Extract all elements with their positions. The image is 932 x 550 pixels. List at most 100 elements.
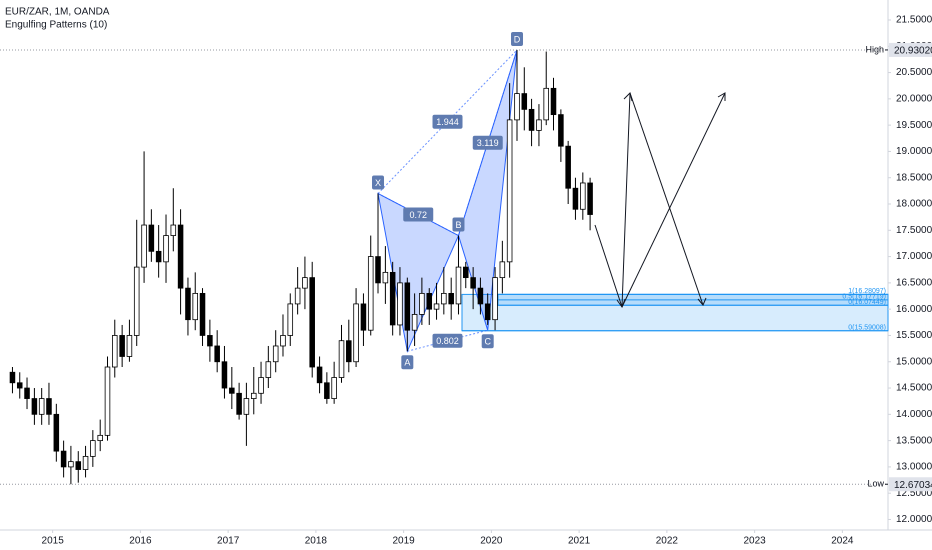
candle-body: [558, 114, 564, 147]
candle-body: [207, 335, 213, 347]
candle-body: [16, 382, 23, 389]
candle-body: [382, 271, 389, 284]
candle-body: [199, 292, 206, 336]
y-tick-label: 14.00000: [896, 409, 932, 420]
plot-layer: 1(16.28097)0.5(16.17719)0(16.07449) 0(15.…: [0, 31, 889, 489]
candle-body: [419, 292, 425, 315]
point-label: A: [404, 358, 410, 368]
y-tick-label: 15.50000: [896, 330, 932, 341]
candle-body: [258, 377, 264, 394]
candle-body: [82, 455, 89, 470]
candle-body: [455, 266, 462, 305]
candle-body: [441, 292, 447, 305]
y-tick-label: 20.00000: [896, 93, 932, 104]
candle-body: [514, 93, 520, 121]
point-box: [481, 334, 494, 349]
candle-body: [243, 398, 250, 415]
y-tick-label: 19.50000: [896, 120, 932, 131]
candle-body: [170, 224, 177, 236]
price-tag: [889, 477, 932, 492]
candle-body: [68, 461, 74, 468]
price-tag-label: 20.93020: [894, 46, 932, 57]
x-tick-label: 2017: [217, 536, 240, 547]
point-box: [452, 217, 465, 232]
candle-body: [338, 340, 345, 378]
projection-line: [621, 92, 726, 308]
candle-body: [90, 440, 96, 457]
candle-body: [60, 450, 67, 468]
candle-body: [112, 335, 118, 368]
price-tag-label: 12.67034: [894, 480, 932, 491]
candle-body: [104, 366, 111, 436]
candle-body: [360, 303, 367, 331]
y-tick-label: 20.50000: [896, 67, 932, 78]
arrow-head: [697, 297, 707, 306]
x-tick-label: 2019: [393, 536, 416, 547]
y-tick-label: 17.00000: [896, 251, 932, 262]
fib-label: 0.5(16.17719): [842, 294, 886, 301]
point-label: C: [484, 337, 491, 347]
candle-body: [353, 303, 359, 363]
projection: [594, 92, 726, 309]
ratio-label: 1.944: [436, 117, 459, 127]
candle-body: [250, 392, 257, 399]
projection-line: [629, 92, 704, 306]
candle-body: [433, 303, 440, 310]
candle-body: [565, 145, 571, 189]
candle-body: [155, 250, 162, 263]
arrow-head: [616, 298, 626, 309]
candle-body: [499, 261, 506, 279]
candle-body: [280, 335, 286, 347]
y-tick-label: 12.00000: [896, 514, 932, 525]
candle-body: [484, 303, 491, 321]
y-tick-label: 16.00000: [896, 304, 932, 315]
candle-body: [302, 277, 308, 289]
fib-zone: [461, 293, 889, 332]
candle-body: [389, 271, 396, 326]
arrow-head: [717, 92, 726, 101]
point-box: [401, 355, 414, 370]
point-box: [372, 175, 385, 190]
candle-body: [236, 392, 242, 415]
y-tick-label: 19.00000: [896, 146, 932, 157]
y-tick-label: 15.00000: [896, 356, 932, 367]
point-box: [511, 31, 524, 46]
extreme-name: High: [865, 44, 884, 54]
candle-body: [287, 303, 294, 336]
candle-body: [426, 292, 433, 310]
candle-body: [448, 292, 454, 305]
price-tag: [889, 42, 932, 57]
candle-body: [587, 182, 593, 215]
candle-body: [470, 277, 476, 289]
point-label: D: [514, 34, 521, 44]
y-tick-label: 16.50000: [896, 278, 932, 289]
ratio-box: [403, 207, 434, 222]
candle-body: [9, 371, 16, 384]
y-tick-label: 17.50000: [896, 225, 932, 236]
candle-body: [580, 182, 586, 210]
candle-body: [148, 224, 155, 252]
extreme-name: Low: [867, 479, 884, 489]
x-tick-label: 2020: [480, 536, 503, 547]
candle-body: [294, 287, 301, 305]
candle-body: [163, 235, 169, 263]
candle-body: [521, 93, 528, 110]
candle-body: [309, 277, 315, 368]
candle-body: [75, 461, 82, 470]
candle-body: [177, 224, 184, 289]
y-tick-label: 12.50000: [896, 488, 932, 499]
candle-body: [324, 382, 330, 399]
ratio-box: [432, 333, 463, 348]
candle-body: [375, 256, 381, 284]
ratio-label: 0.802: [436, 336, 459, 346]
x-tick-label: 2021: [568, 536, 591, 547]
candle-body: [192, 292, 199, 321]
y-tick-label: 18.50000: [896, 172, 932, 183]
candle-body: [272, 345, 279, 363]
x-tick-label: 2023: [743, 536, 766, 547]
indicator-name: Engulfing Patterns (10): [5, 20, 107, 31]
candle-body: [46, 398, 52, 415]
x-tick-label: 2016: [129, 536, 152, 547]
ratio-line: [377, 49, 518, 194]
